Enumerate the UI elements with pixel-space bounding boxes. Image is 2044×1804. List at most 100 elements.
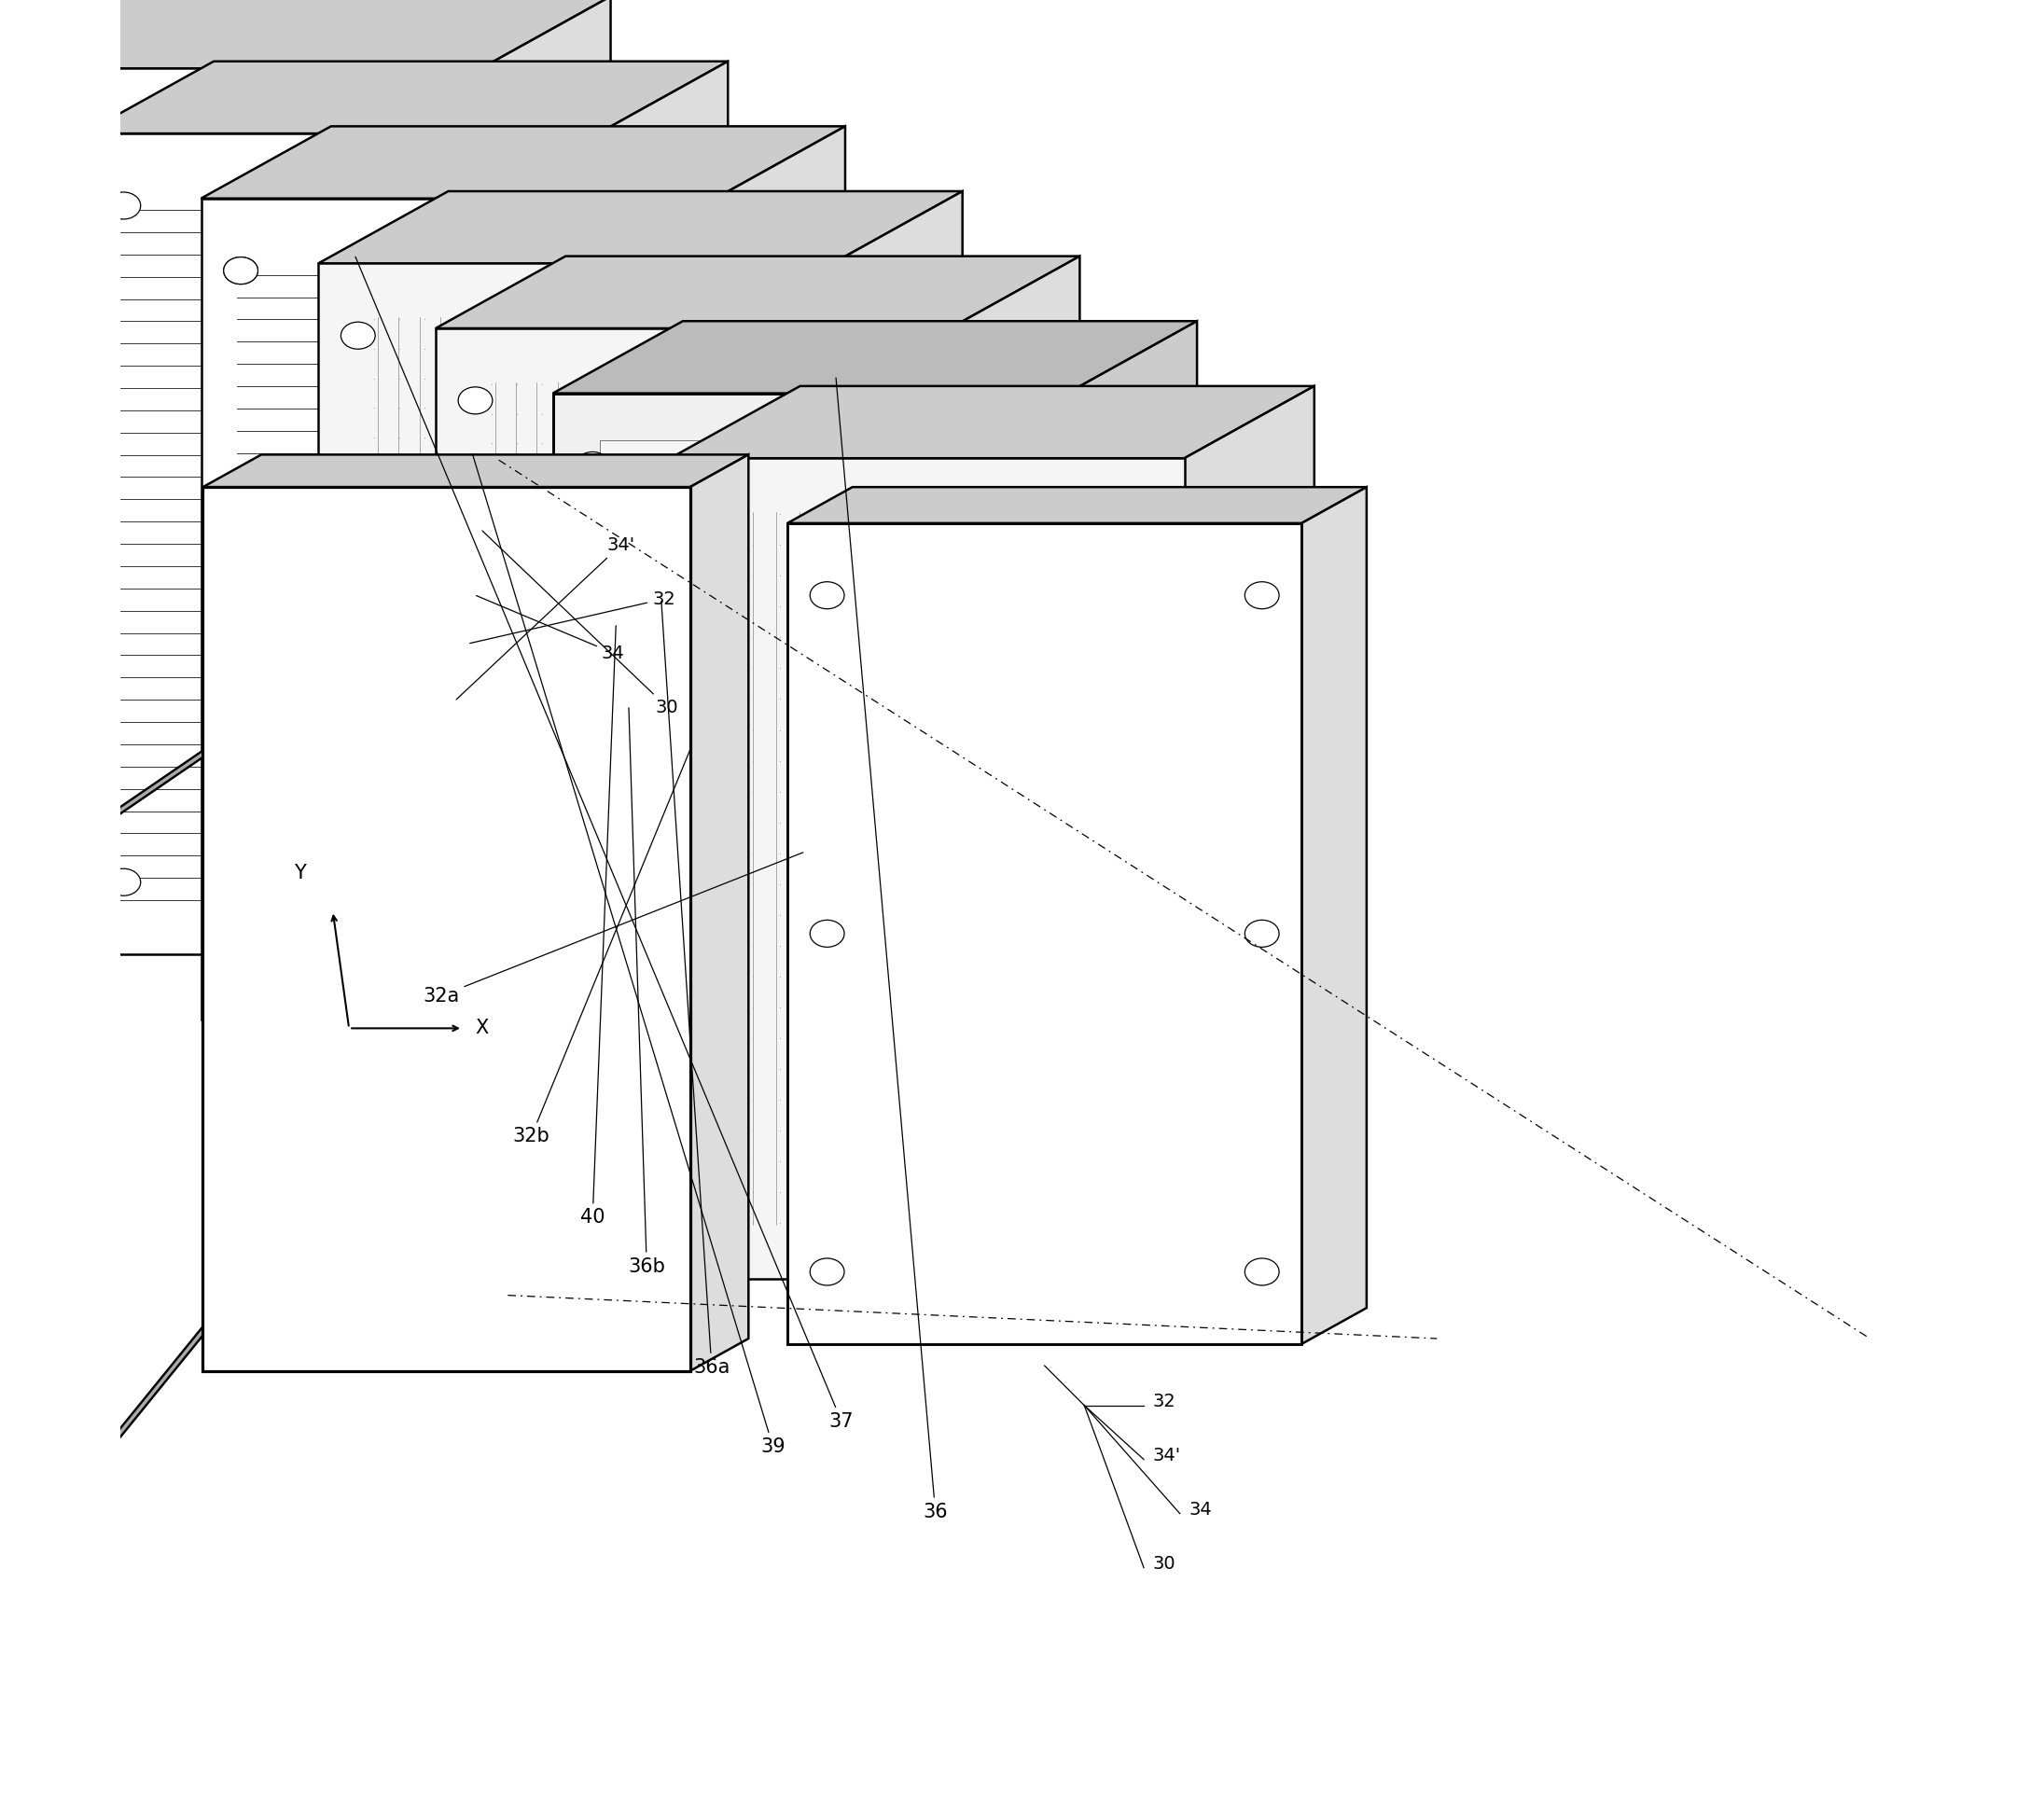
Polygon shape — [946, 514, 1016, 529]
Polygon shape — [715, 126, 844, 1019]
Polygon shape — [893, 529, 936, 586]
Polygon shape — [946, 529, 989, 586]
Ellipse shape — [0, 803, 22, 830]
Ellipse shape — [223, 595, 258, 622]
Ellipse shape — [777, 999, 809, 1025]
Polygon shape — [736, 514, 805, 529]
Polygon shape — [873, 810, 932, 886]
Polygon shape — [773, 810, 832, 886]
Polygon shape — [670, 1014, 730, 1090]
Text: 32a: 32a — [423, 853, 803, 1005]
Ellipse shape — [576, 451, 609, 480]
Polygon shape — [789, 514, 858, 529]
Polygon shape — [670, 687, 766, 707]
Ellipse shape — [658, 256, 693, 285]
Polygon shape — [670, 810, 730, 886]
Polygon shape — [789, 529, 832, 586]
Polygon shape — [683, 529, 726, 586]
Polygon shape — [200, 126, 844, 198]
Ellipse shape — [1245, 1259, 1280, 1284]
Polygon shape — [670, 788, 766, 810]
Polygon shape — [873, 687, 969, 707]
Polygon shape — [319, 263, 832, 1084]
Ellipse shape — [458, 386, 493, 415]
Polygon shape — [873, 891, 969, 911]
Ellipse shape — [223, 934, 258, 960]
Text: 36b: 36b — [628, 707, 664, 1275]
Polygon shape — [683, 514, 752, 529]
Polygon shape — [873, 994, 969, 1014]
Ellipse shape — [1128, 1194, 1161, 1221]
Ellipse shape — [576, 1129, 609, 1156]
Ellipse shape — [809, 1259, 844, 1284]
Polygon shape — [840, 529, 885, 586]
Polygon shape — [873, 707, 932, 783]
Polygon shape — [364, 0, 546, 824]
Ellipse shape — [1010, 790, 1044, 817]
Polygon shape — [670, 911, 730, 987]
Ellipse shape — [893, 1064, 928, 1090]
Ellipse shape — [777, 660, 809, 687]
Ellipse shape — [307, 400, 341, 428]
Ellipse shape — [1010, 451, 1044, 480]
Polygon shape — [319, 191, 963, 263]
Polygon shape — [773, 687, 869, 707]
Polygon shape — [0, 0, 611, 69]
Text: 34': 34' — [456, 536, 636, 700]
Ellipse shape — [576, 790, 609, 817]
Polygon shape — [773, 707, 832, 783]
Ellipse shape — [307, 61, 341, 90]
Ellipse shape — [693, 516, 728, 545]
Polygon shape — [840, 514, 910, 529]
Ellipse shape — [1128, 855, 1161, 882]
Polygon shape — [691, 455, 748, 1371]
Text: 37: 37 — [356, 256, 854, 1431]
Ellipse shape — [0, 465, 22, 492]
Text: X: X — [476, 1019, 489, 1037]
Polygon shape — [873, 911, 932, 987]
Ellipse shape — [542, 193, 576, 220]
Polygon shape — [670, 994, 766, 1014]
Text: 34': 34' — [1153, 1447, 1181, 1465]
Polygon shape — [773, 911, 832, 987]
Polygon shape — [773, 994, 869, 1014]
Polygon shape — [670, 707, 730, 783]
Polygon shape — [1183, 386, 1314, 1279]
Ellipse shape — [458, 1064, 493, 1090]
Polygon shape — [832, 191, 963, 1084]
Text: 32: 32 — [1153, 1393, 1175, 1411]
Polygon shape — [0, 4, 364, 824]
Polygon shape — [1067, 321, 1198, 1214]
Ellipse shape — [693, 1194, 728, 1221]
Ellipse shape — [423, 803, 458, 830]
Ellipse shape — [223, 934, 258, 960]
Text: Y: Y — [294, 864, 307, 882]
Polygon shape — [0, 0, 546, 4]
Polygon shape — [435, 328, 950, 1149]
Polygon shape — [736, 529, 779, 586]
Polygon shape — [873, 788, 969, 810]
Text: 30: 30 — [482, 530, 679, 716]
Polygon shape — [787, 487, 1367, 523]
Polygon shape — [480, 0, 611, 889]
Ellipse shape — [809, 581, 844, 610]
Polygon shape — [670, 891, 766, 911]
Polygon shape — [873, 1014, 932, 1090]
Polygon shape — [599, 61, 728, 954]
Polygon shape — [202, 487, 691, 1371]
Ellipse shape — [341, 999, 376, 1025]
Polygon shape — [435, 256, 1079, 328]
Ellipse shape — [658, 934, 693, 960]
Ellipse shape — [423, 803, 458, 830]
Ellipse shape — [341, 660, 376, 687]
Text: 30: 30 — [1153, 1555, 1175, 1573]
Ellipse shape — [106, 193, 141, 220]
Ellipse shape — [0, 803, 22, 830]
Ellipse shape — [809, 920, 844, 947]
Ellipse shape — [423, 126, 458, 155]
Ellipse shape — [423, 465, 458, 492]
Text: 34: 34 — [1190, 1501, 1212, 1519]
Ellipse shape — [0, 126, 22, 155]
Ellipse shape — [693, 855, 728, 882]
Polygon shape — [630, 529, 675, 586]
